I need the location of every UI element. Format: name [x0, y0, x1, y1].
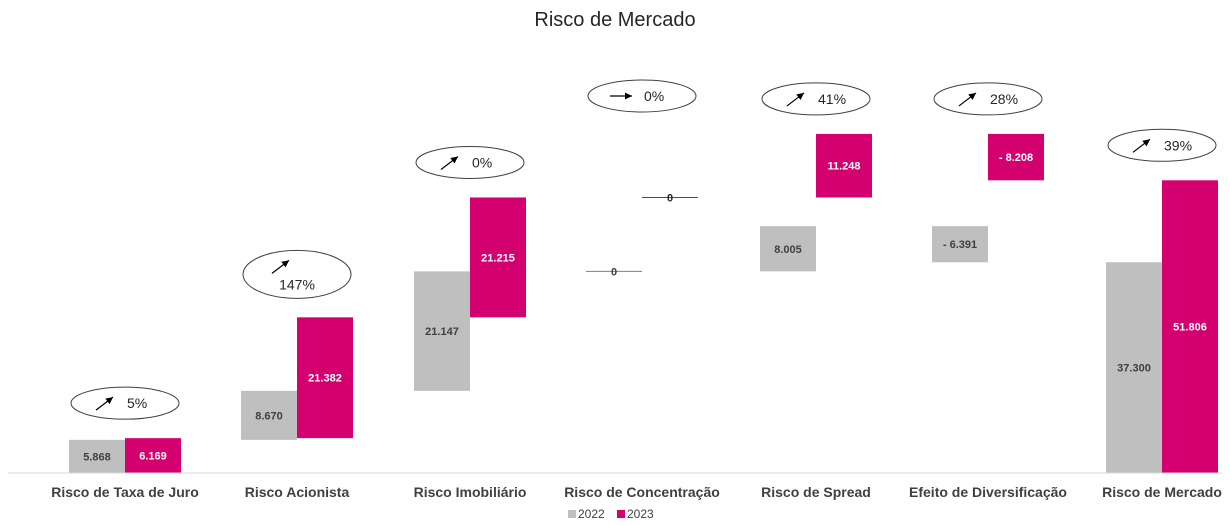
bar-2023-1 — [297, 317, 353, 439]
legend-label-2023: 2023 — [627, 507, 654, 521]
change-bubble — [761, 82, 871, 116]
category-label: Risco de Concentração — [564, 484, 720, 500]
value-label-2023-0: 6.169 — [139, 451, 167, 463]
change-bubble — [1107, 128, 1217, 162]
bar-2023-0 — [125, 438, 181, 473]
bar-2023-5 — [988, 133, 1044, 181]
value-label-2023-1: 21.382 — [308, 373, 342, 385]
value-label-2023-3: 0 — [667, 192, 673, 204]
chart-title: Risco de Mercado — [534, 9, 695, 31]
legend: 2022 2023 — [568, 507, 654, 521]
value-label-2023-4: 11.248 — [827, 161, 860, 173]
value-label-2022-1: 8.670 — [255, 410, 283, 422]
value-label-2022-5: - 6.391 — [943, 239, 977, 251]
bar-2023-6 — [1162, 180, 1218, 474]
category-label: Risco de Mercado — [1102, 484, 1222, 500]
trend-arrow-icon — [610, 92, 632, 100]
category-label: Efeito de Diversificação — [909, 484, 1067, 500]
bar-2022-6 — [1106, 262, 1162, 473]
trend-arrow-icon — [95, 396, 114, 411]
value-label-2022-6: 37.300 — [1117, 363, 1151, 375]
bar-2022-1 — [241, 390, 297, 440]
change-bubble — [242, 249, 352, 299]
trend-arrow-icon — [271, 259, 290, 274]
change-bubble — [415, 145, 525, 179]
bar-2023-4 — [816, 133, 872, 198]
trend-arrow-icon — [958, 92, 977, 107]
legend-label-2022: 2022 — [578, 507, 605, 521]
value-label-2023-5: - 8.208 — [999, 152, 1033, 164]
chart-marks: 5.868 6.169 5% 8.670 21.382 147% 21.147 21.215 0… — [69, 79, 1218, 474]
change-bubble — [933, 82, 1043, 116]
change-label: 5% — [127, 395, 147, 411]
change-bubble — [587, 79, 697, 113]
legend-swatch-2023 — [617, 510, 625, 518]
category-label: Risco de Spread — [761, 484, 871, 500]
category-label: Risco Acionista — [245, 484, 350, 500]
trend-arrow-icon — [440, 155, 459, 170]
category-label: Risco de Taxa de Juro — [51, 484, 199, 500]
value-label-2022-2: 21.147 — [425, 326, 459, 338]
bar-2022-4 — [760, 226, 816, 272]
bar-2022-5 — [932, 226, 988, 263]
change-label: 0% — [644, 88, 664, 104]
bar-2022-0 — [69, 439, 125, 473]
bar-2023-2 — [470, 197, 526, 318]
value-label-2022-3: 0 — [611, 266, 617, 278]
value-label-2022-4: 8.005 — [774, 244, 802, 256]
bar-2022-2 — [414, 271, 470, 391]
change-label: 41% — [818, 91, 846, 107]
category-label: Risco Imobiliário — [414, 484, 527, 500]
change-bubble — [70, 386, 180, 420]
value-label-2023-2: 21.215 — [481, 252, 515, 264]
legend-swatch-2022 — [568, 510, 576, 518]
change-label: 39% — [1164, 137, 1192, 153]
change-label: 0% — [472, 154, 492, 170]
trend-arrow-icon — [786, 92, 805, 107]
change-label: 147% — [279, 276, 315, 292]
trend-arrow-icon — [1132, 138, 1151, 153]
value-label-2023-6: 51.806 — [1173, 322, 1207, 334]
category-labels: Risco de Taxa de Juro Risco Acionista Risc… — [51, 484, 1222, 500]
value-label-2022-0: 5.868 — [83, 451, 111, 463]
change-label: 28% — [990, 91, 1018, 107]
